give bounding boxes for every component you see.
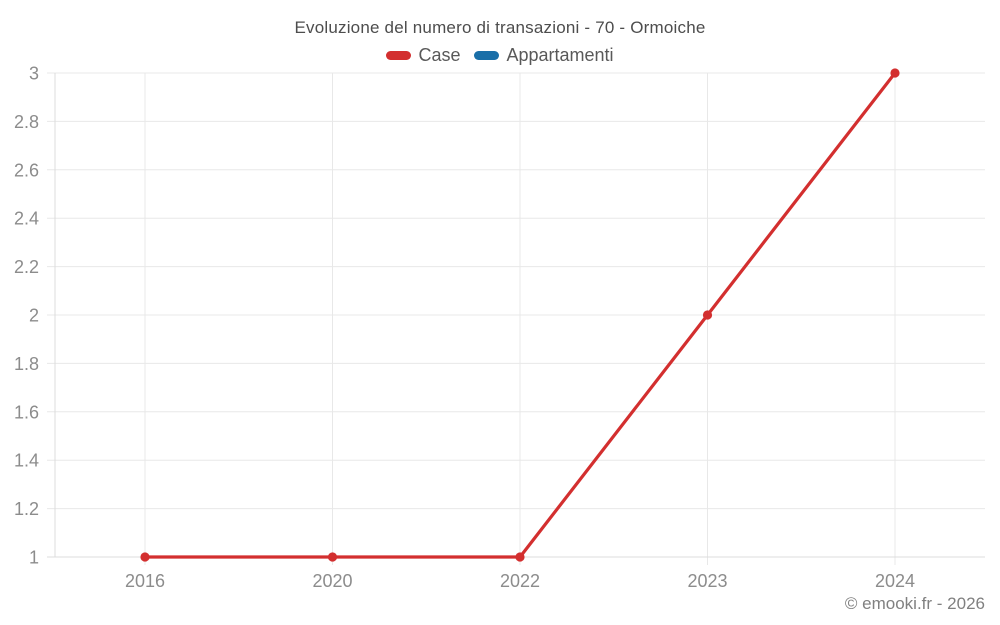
- copyright-credit: © emooki.fr - 2026: [844, 594, 985, 613]
- chart-title: Evoluzione del numero di transazioni - 7…: [294, 18, 706, 37]
- y-tick-label: 2: [29, 306, 39, 326]
- data-point[interactable]: [327, 552, 338, 562]
- y-axis-labels: 1 1.2 1.4 1.6 1.8 2 2.2 2.4 2.6 2.8 3: [14, 64, 39, 568]
- data-point[interactable]: [702, 310, 713, 320]
- y-tick-label: 2.8: [14, 112, 39, 132]
- chart-legend: Case Appartamenti: [0, 45, 1000, 66]
- x-tick-label: 2020: [312, 571, 352, 591]
- x-tick-label: 2022: [500, 571, 540, 591]
- x-tick-label: 2024: [875, 571, 915, 591]
- data-point[interactable]: [515, 552, 525, 562]
- legend-item-case[interactable]: Case: [386, 45, 460, 66]
- y-tick-label: 1.2: [14, 499, 39, 519]
- y-tick-label: 2.4: [14, 209, 39, 229]
- y-tick-label: 3: [29, 64, 39, 84]
- y-tick-label: 1.8: [14, 354, 39, 374]
- legend-label-appartamenti: Appartamenti: [506, 45, 614, 65]
- series-case: [140, 68, 900, 562]
- x-tick-label: 2016: [125, 571, 165, 591]
- y-tick-label: 1: [29, 548, 39, 568]
- y-tick-label: 2.6: [14, 160, 39, 180]
- data-point[interactable]: [890, 68, 900, 78]
- x-tick-label: 2023: [687, 571, 727, 591]
- grid-lines: [47, 72, 985, 565]
- y-tick-label: 2.2: [14, 257, 39, 277]
- legend-item-appartamenti[interactable]: Appartamenti: [474, 45, 614, 66]
- legend-swatch-appartamenti-icon: [474, 51, 500, 60]
- y-tick-label: 1.6: [14, 402, 39, 422]
- data-point[interactable]: [140, 552, 150, 562]
- x-axis-labels: 2016 2020 2022 2023 2024: [125, 571, 915, 591]
- legend-label-case: Case: [418, 45, 461, 65]
- legend-swatch-case-icon: [386, 51, 412, 60]
- y-tick-label: 1.4: [14, 451, 39, 471]
